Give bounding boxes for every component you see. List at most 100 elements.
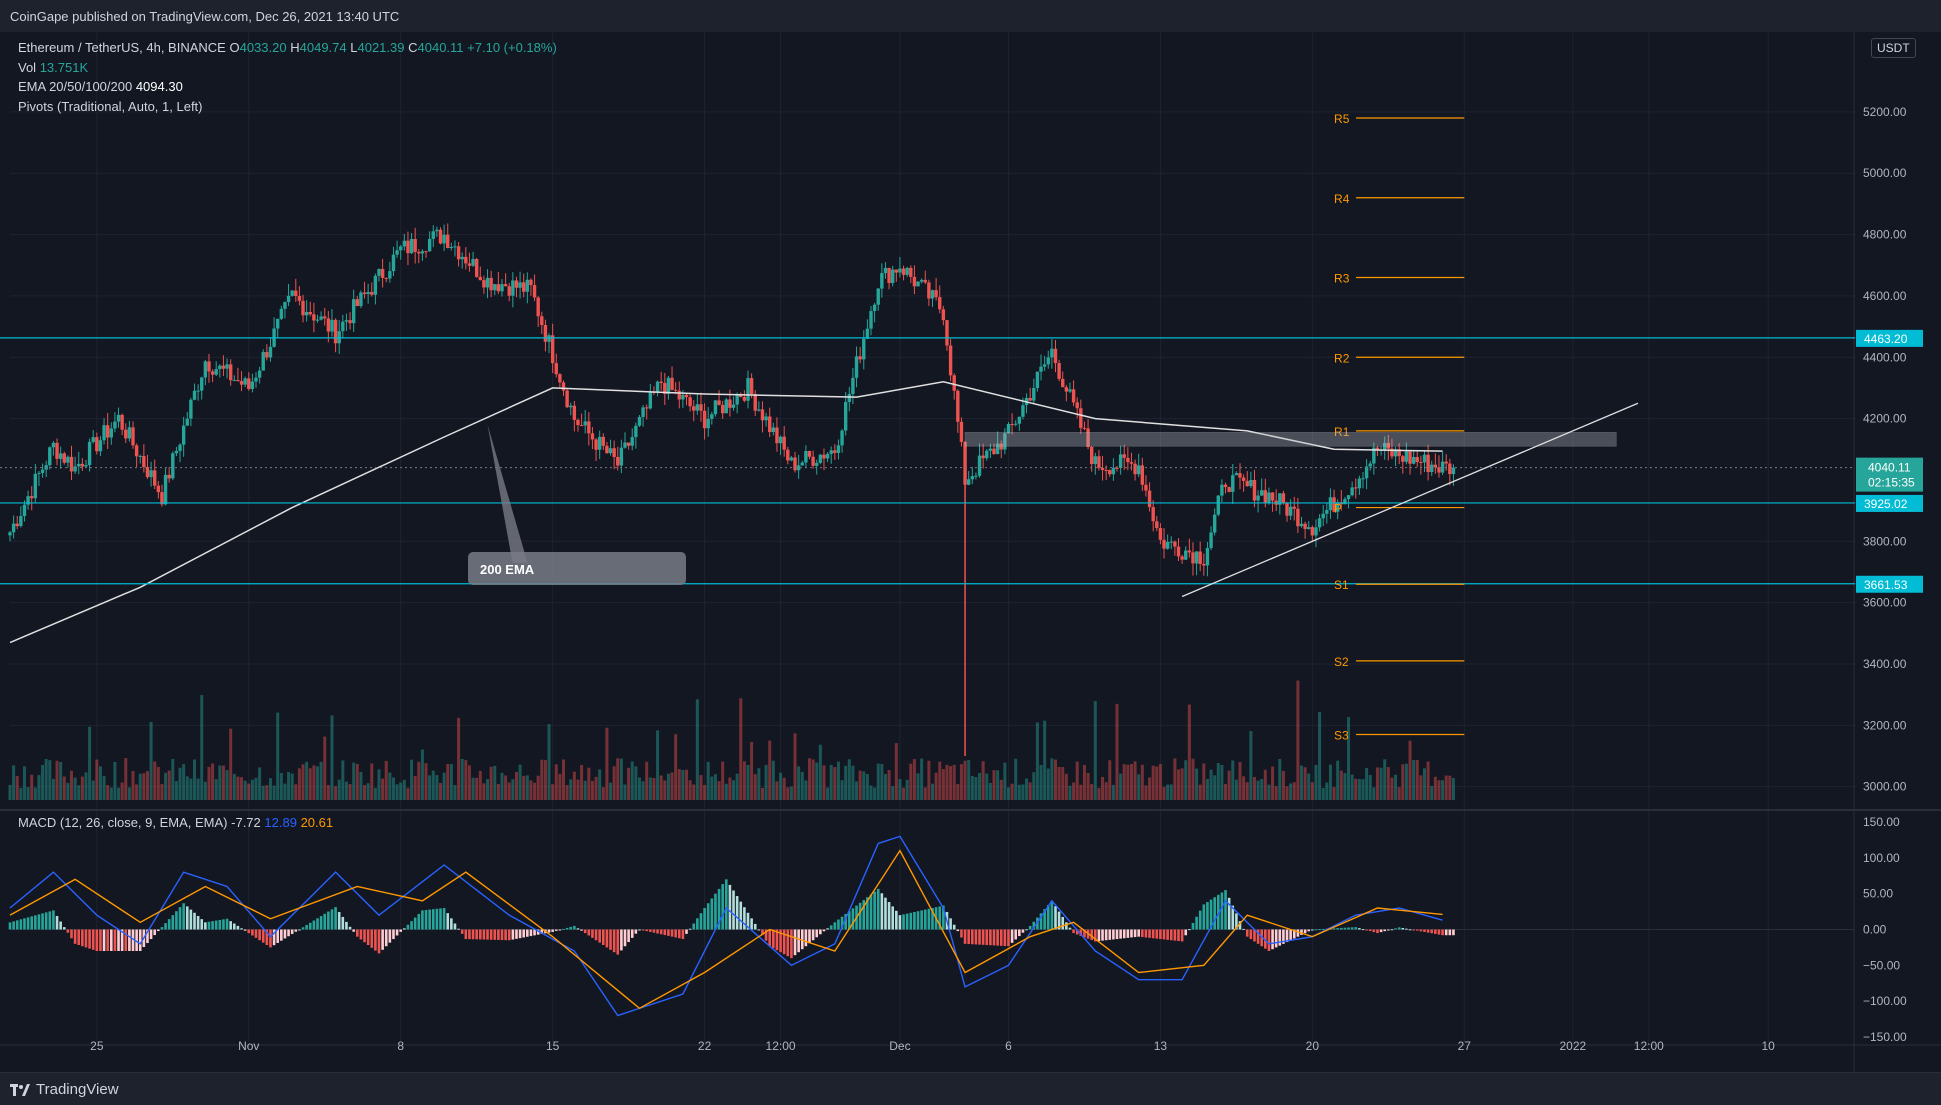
candle-body xyxy=(73,466,77,472)
candle-body xyxy=(243,378,247,385)
macd-histogram-bar xyxy=(876,888,880,930)
volume-bar xyxy=(232,773,236,800)
macd-histogram-bar xyxy=(1104,929,1108,941)
macd-histogram-bar xyxy=(374,929,377,951)
volume-bar xyxy=(247,783,251,800)
macd-histogram-bar xyxy=(761,929,764,936)
macd-histogram-bar xyxy=(413,917,417,930)
macd-histogram-bar xyxy=(793,929,797,956)
candle-body xyxy=(62,453,66,463)
volume-bar xyxy=(8,784,12,800)
macd-histogram-bar xyxy=(1300,929,1303,935)
candle-body xyxy=(1032,387,1036,401)
macd-histogram-bar xyxy=(591,929,594,938)
candle-body xyxy=(1372,447,1376,464)
volume-bar xyxy=(916,773,920,800)
volume-bar xyxy=(1140,764,1144,800)
chart-area[interactable]: R5 R4 R3 R2 R1 P S1 S2 S3 200 EMA 5200.00 5000.00 48… xyxy=(0,32,1941,1072)
candle-body xyxy=(706,418,710,429)
candle-body xyxy=(228,364,233,381)
volume-bar xyxy=(330,715,334,800)
candle-body xyxy=(695,404,700,411)
price-chart[interactable]: R5 R4 R3 R2 R1 P S1 S2 S3 200 EMA 5200.00 5000.00 48… xyxy=(0,32,1941,1072)
candle-body xyxy=(48,447,52,466)
macd-histogram-bar xyxy=(1387,929,1390,931)
volume-bar xyxy=(326,785,330,800)
volume-bar xyxy=(1415,759,1419,800)
volume-bar xyxy=(572,771,576,800)
time-tick-label: 10 xyxy=(1761,1039,1775,1053)
macd-tick-label: 0.00 xyxy=(1863,923,1887,937)
volume-bar xyxy=(1014,758,1018,800)
candle-body xyxy=(1071,389,1076,403)
candle-body xyxy=(558,374,562,383)
macd-histogram-bar xyxy=(1119,929,1122,939)
macd-histogram-bar xyxy=(1452,929,1455,936)
volume-bar xyxy=(652,778,656,800)
candle-body xyxy=(1126,457,1130,463)
candle-body xyxy=(11,523,16,533)
volume-bar xyxy=(19,787,23,800)
time-tick-label: 6 xyxy=(1005,1039,1012,1053)
volume-bar xyxy=(1408,740,1412,800)
volume-bar xyxy=(1173,758,1177,800)
macd-histogram-bar xyxy=(1253,929,1256,942)
volume-bar xyxy=(1361,779,1365,800)
candle-body xyxy=(930,290,935,299)
candle-body xyxy=(804,451,808,463)
candle-body xyxy=(1281,493,1286,504)
candle-body xyxy=(178,444,182,451)
tradingview-logo[interactable]: TradingView xyxy=(10,1081,119,1098)
volume-bar xyxy=(1079,784,1083,800)
macd-pane: 150.00 100.00 50.00 0.00 −50.00 −100.00 −150.0… xyxy=(8,815,1907,1044)
volume-bar xyxy=(988,782,992,800)
macd-histogram-bar xyxy=(1350,927,1354,930)
macd-histogram-bar xyxy=(837,919,840,930)
macd-histogram-bar xyxy=(887,902,891,930)
macd-histogram-bar xyxy=(62,927,66,930)
volume-bar xyxy=(384,760,388,800)
volume-bar xyxy=(533,782,537,800)
time-tick-label: 13 xyxy=(1154,1039,1168,1053)
macd-histogram-bar xyxy=(1274,929,1278,948)
candle-body xyxy=(493,284,497,291)
candle-body xyxy=(616,456,620,466)
macd-histogram-bar xyxy=(193,912,196,930)
level-badge xyxy=(1856,494,1923,512)
volume-bar xyxy=(1166,784,1170,800)
macd-histogram-bar xyxy=(920,910,923,930)
candle-body xyxy=(77,463,81,467)
volume-bar xyxy=(200,695,204,800)
volume-bar xyxy=(1064,773,1068,800)
candle-body xyxy=(304,311,309,316)
macd-histogram-bar xyxy=(1285,929,1289,943)
price-tick-label: 4800.00 xyxy=(1863,228,1907,242)
currency-button[interactable]: USDT xyxy=(1871,38,1916,58)
candle-body xyxy=(608,448,613,454)
macd-histogram-bar xyxy=(138,929,142,951)
volume-bar xyxy=(1010,783,1014,800)
candle-body xyxy=(1437,467,1441,473)
macd-histogram-bar xyxy=(196,915,200,930)
volume-bar xyxy=(218,765,222,800)
candle-body xyxy=(1014,423,1018,425)
macd-histogram-bar xyxy=(627,929,630,943)
macd-histogram-bar xyxy=(999,929,1003,946)
candle-body xyxy=(1296,508,1300,527)
candle-body xyxy=(768,416,772,433)
macd-histogram-bar xyxy=(656,929,659,934)
volume-bar xyxy=(880,763,884,800)
volume-bar xyxy=(511,779,515,800)
level-badge-label: 3925.02 xyxy=(1864,497,1908,511)
candle-body xyxy=(265,352,269,358)
volume-bar xyxy=(934,772,938,800)
volume-bar xyxy=(717,781,721,800)
volume-bar xyxy=(637,777,641,800)
macd-histogram-bar xyxy=(1025,929,1028,931)
macd-histogram-bar xyxy=(435,908,439,930)
macd-histogram-bar xyxy=(486,929,489,940)
macd-histogram-bar xyxy=(287,929,290,937)
volume-bar xyxy=(826,787,830,800)
candle-body xyxy=(1053,348,1058,364)
volume-bar xyxy=(525,775,529,800)
